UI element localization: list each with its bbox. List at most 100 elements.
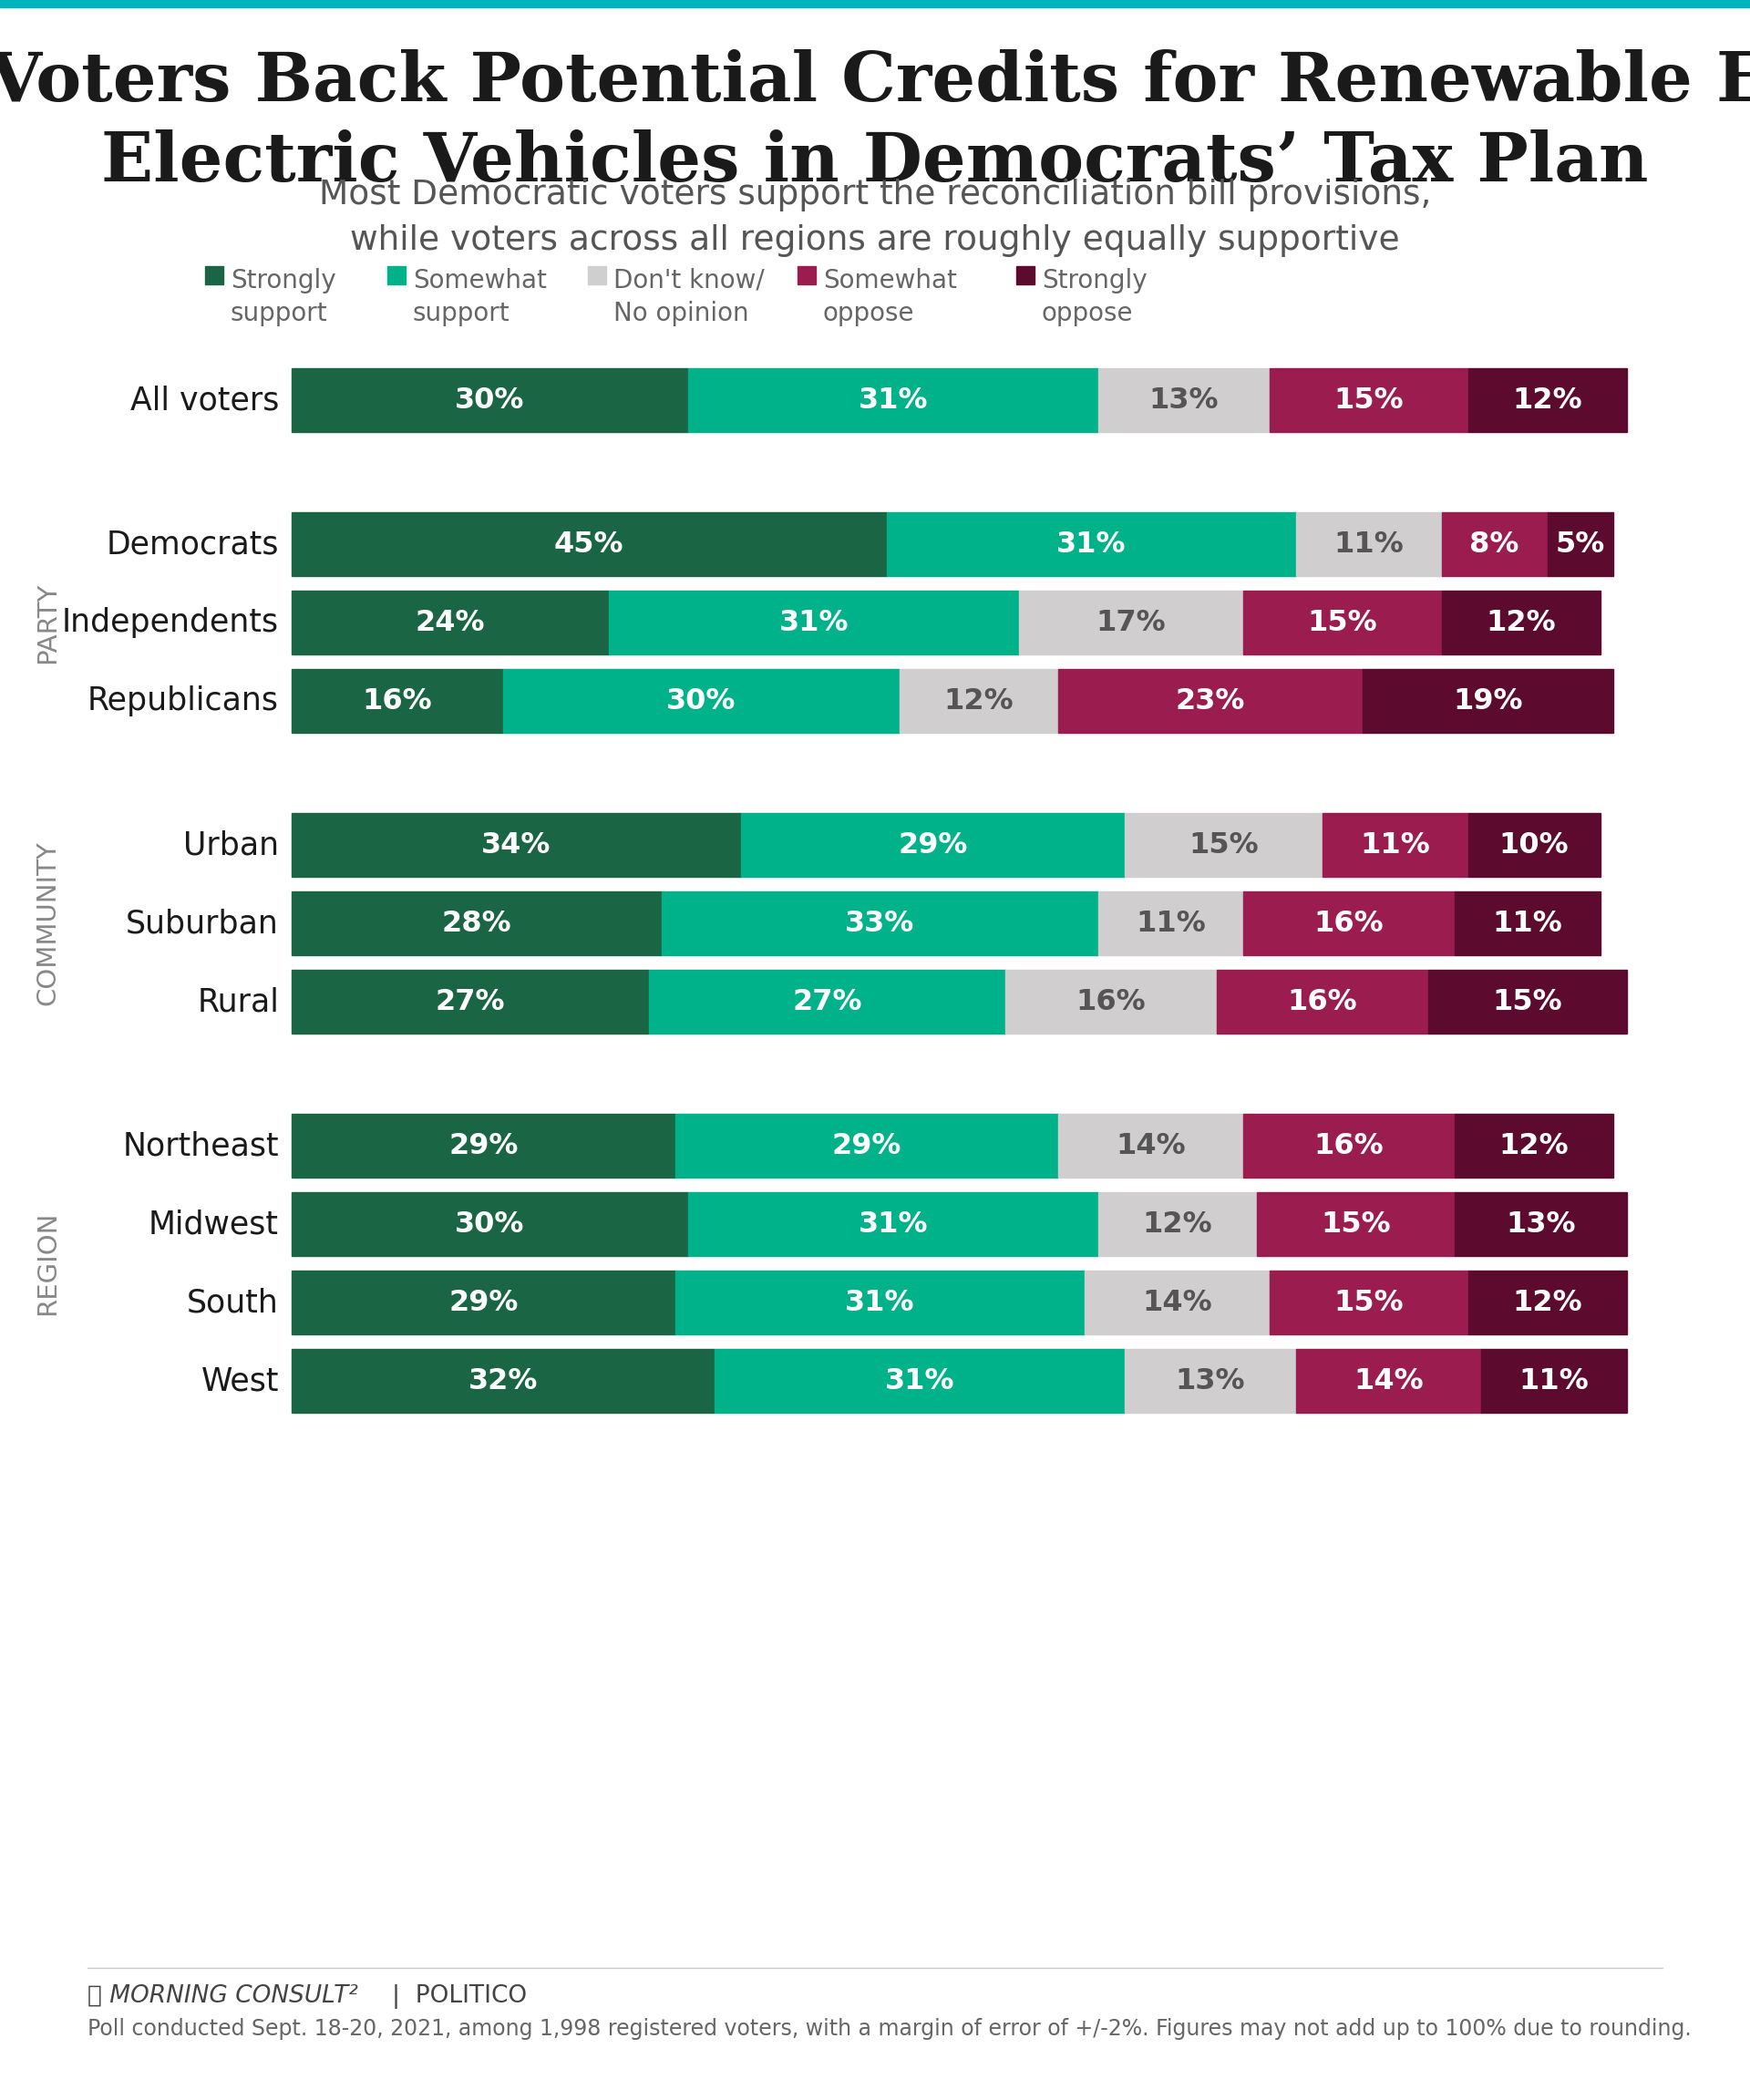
Text: 31%: 31% — [1057, 529, 1125, 559]
Text: Ⓜ MORNING CONSULT²: Ⓜ MORNING CONSULT² — [88, 1984, 359, 2008]
Text: 29%: 29% — [898, 832, 968, 859]
Text: 12%: 12% — [1486, 609, 1556, 636]
Bar — [714, 1348, 1124, 1413]
Bar — [1454, 890, 1600, 956]
Text: 45%: 45% — [555, 529, 625, 559]
Text: 14%: 14% — [1143, 1287, 1213, 1317]
Text: Rural: Rural — [198, 987, 278, 1016]
Text: 29%: 29% — [448, 1132, 518, 1159]
Bar — [688, 368, 1097, 433]
Bar — [1216, 970, 1428, 1033]
Text: |  POLITICO: | POLITICO — [392, 1984, 527, 2010]
Bar — [740, 813, 1124, 878]
Bar — [1297, 512, 1442, 575]
Text: 29%: 29% — [831, 1132, 901, 1159]
Bar — [1271, 368, 1468, 433]
Bar — [609, 590, 1019, 655]
Text: All voters: All voters — [130, 384, 278, 416]
Text: COMMUNITY: COMMUNITY — [35, 840, 60, 1006]
Text: 11%: 11% — [1334, 529, 1404, 559]
Bar — [292, 1348, 714, 1413]
Text: 11%: 11% — [1360, 832, 1430, 859]
Bar — [649, 970, 1004, 1033]
Bar — [1059, 1113, 1242, 1178]
Text: South: South — [187, 1287, 278, 1319]
Text: 16%: 16% — [362, 687, 432, 714]
Text: 30%: 30% — [455, 1210, 525, 1239]
Bar — [1297, 1348, 1480, 1413]
Bar — [1242, 1113, 1454, 1178]
Text: 30%: 30% — [455, 386, 525, 414]
Bar — [1454, 1113, 1614, 1178]
Text: 15%: 15% — [1493, 987, 1563, 1016]
Bar — [292, 670, 504, 733]
Bar — [1097, 1193, 1256, 1256]
Bar — [1018, 590, 1242, 655]
Bar — [205, 267, 224, 284]
Text: Most Democratic voters support the reconciliation bill provisions,
while voters : Most Democratic voters support the recon… — [318, 178, 1432, 256]
Text: 15%: 15% — [1334, 386, 1404, 414]
Text: Urban: Urban — [184, 830, 278, 861]
Bar — [1480, 1348, 1626, 1413]
Text: 31%: 31% — [858, 386, 928, 414]
Text: REGION: REGION — [35, 1212, 60, 1315]
Bar — [292, 368, 688, 433]
Text: Republicans: Republicans — [88, 685, 278, 716]
Bar — [588, 267, 606, 284]
Text: 13%: 13% — [1176, 1367, 1244, 1394]
Text: 5%: 5% — [1556, 529, 1605, 559]
Bar — [1547, 512, 1614, 575]
Bar — [1271, 1271, 1468, 1334]
Text: 24%: 24% — [415, 609, 485, 636]
Bar — [1124, 813, 1323, 878]
Bar — [676, 1113, 1059, 1178]
Bar — [292, 590, 609, 655]
Text: 12%: 12% — [1143, 1210, 1213, 1239]
Bar — [688, 1193, 1097, 1256]
Text: 27%: 27% — [793, 987, 861, 1016]
Text: 15%: 15% — [1321, 1210, 1391, 1239]
Bar — [1362, 670, 1614, 733]
Text: 11%: 11% — [1519, 1367, 1589, 1394]
Bar — [292, 1113, 676, 1178]
Bar — [292, 890, 662, 956]
Bar — [1242, 590, 1442, 655]
Text: Somewhat
support: Somewhat support — [413, 269, 546, 326]
Text: 11%: 11% — [1493, 909, 1563, 937]
Text: Northeast: Northeast — [123, 1130, 278, 1161]
Bar — [387, 267, 406, 284]
Bar — [1256, 1193, 1454, 1256]
Bar — [1124, 1348, 1297, 1413]
Bar — [798, 267, 816, 284]
Text: 16%: 16% — [1288, 987, 1358, 1016]
Text: 16%: 16% — [1076, 987, 1146, 1016]
Bar — [1468, 813, 1600, 878]
Bar — [1017, 267, 1034, 284]
Text: 12%: 12% — [943, 687, 1013, 714]
Text: 31%: 31% — [779, 609, 849, 636]
Text: 29%: 29% — [448, 1287, 518, 1317]
Bar — [1004, 970, 1216, 1033]
Text: Poll conducted Sept. 18-20, 2021, among 1,998 registered voters, with a margin o: Poll conducted Sept. 18-20, 2021, among … — [88, 2018, 1692, 2039]
Bar — [292, 512, 887, 575]
Bar — [1059, 670, 1362, 733]
Text: Strongly
oppose: Strongly oppose — [1041, 269, 1148, 326]
Text: 31%: 31% — [884, 1367, 954, 1394]
Bar — [1428, 970, 1626, 1033]
Bar — [887, 512, 1297, 575]
Text: PARTY: PARTY — [35, 582, 60, 664]
Text: 12%: 12% — [1512, 1287, 1582, 1317]
Bar — [292, 813, 740, 878]
Text: 31%: 31% — [858, 1210, 928, 1239]
Text: 15%: 15% — [1334, 1287, 1404, 1317]
Text: Independents: Independents — [61, 607, 278, 638]
Text: 14%: 14% — [1354, 1367, 1423, 1394]
Text: 33%: 33% — [845, 909, 915, 937]
Text: 12%: 12% — [1512, 386, 1582, 414]
Text: Democrats: Democrats — [107, 529, 278, 559]
Bar — [292, 970, 649, 1033]
Bar — [0, 0, 1750, 6]
Bar — [676, 1271, 1085, 1334]
Text: 13%: 13% — [1150, 386, 1218, 414]
Bar — [662, 890, 1097, 956]
